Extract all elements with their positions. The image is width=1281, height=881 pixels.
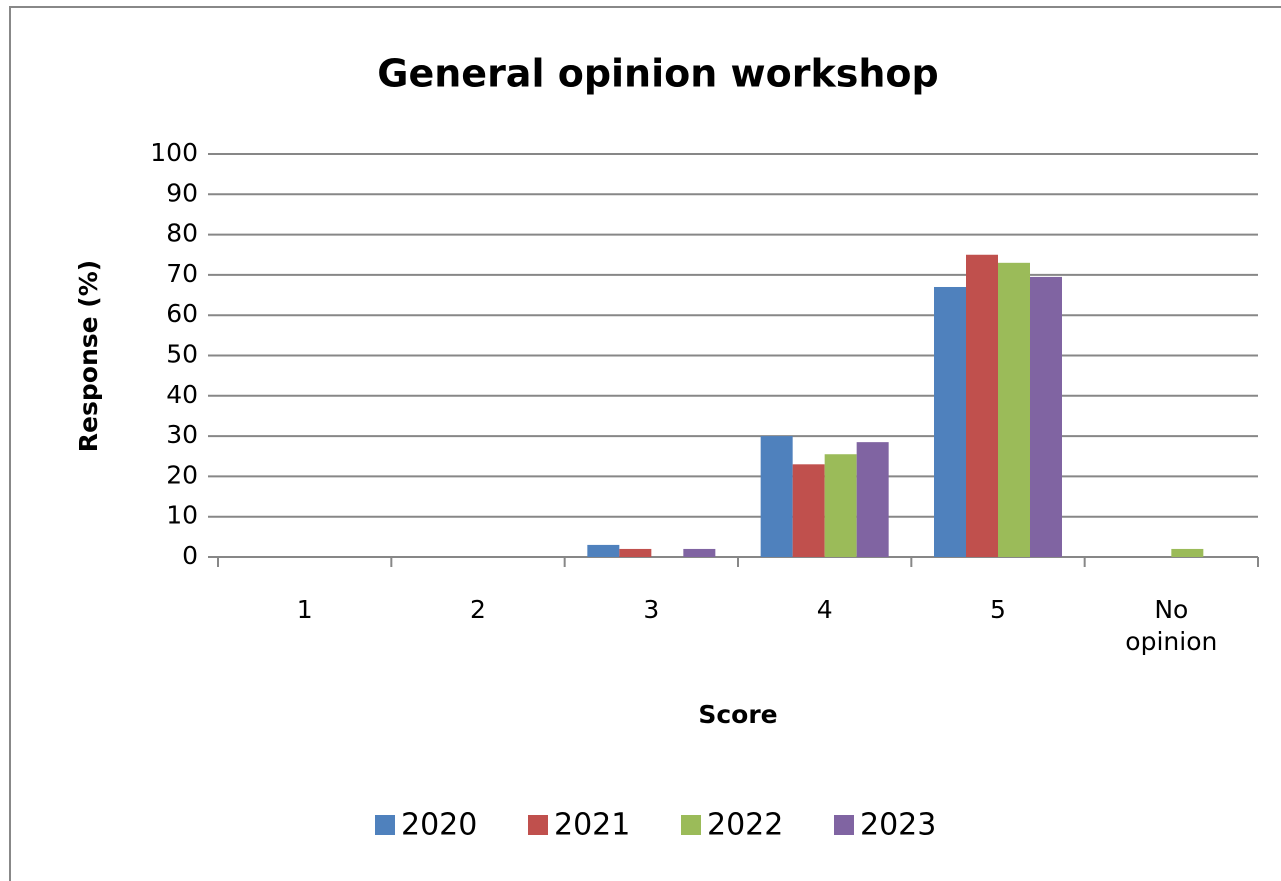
chart-title: General opinion workshop bbox=[377, 52, 938, 96]
bar bbox=[683, 548, 716, 557]
x-tick-label: 3 bbox=[643, 595, 660, 624]
y-tick-label: 40 bbox=[166, 380, 198, 409]
bar bbox=[998, 262, 1030, 557]
x-tick-label: 2 bbox=[470, 595, 486, 624]
bar bbox=[966, 254, 998, 557]
legend-swatch bbox=[375, 815, 395, 835]
y-tick-label: 90 bbox=[166, 178, 198, 207]
bar bbox=[587, 544, 620, 557]
legend-label: 2021 bbox=[554, 808, 630, 843]
bar bbox=[824, 454, 857, 557]
bar bbox=[856, 442, 889, 557]
bar bbox=[934, 286, 966, 557]
y-tick-label: 20 bbox=[166, 460, 198, 489]
y-tick-label: 100 bbox=[150, 138, 198, 167]
y-tick-label: 70 bbox=[166, 259, 198, 288]
y-tick-label: 50 bbox=[166, 340, 198, 369]
chart-frame bbox=[9, 6, 1281, 881]
legend-label: 2022 bbox=[707, 808, 783, 843]
legend-label: 2020 bbox=[401, 808, 477, 843]
y-tick-label: 10 bbox=[166, 501, 198, 530]
bar bbox=[619, 548, 652, 557]
y-tick-label: 60 bbox=[166, 299, 198, 328]
legend-swatch bbox=[834, 815, 854, 835]
legend-label: 2023 bbox=[860, 808, 936, 843]
legend-swatch bbox=[681, 815, 701, 835]
x-tick-label: 4 bbox=[816, 595, 833, 624]
bar bbox=[760, 436, 793, 557]
bar bbox=[792, 464, 825, 557]
y-tick-label: 0 bbox=[182, 541, 198, 570]
legend-swatch bbox=[528, 815, 548, 835]
y-axis-title: Response (%) bbox=[74, 260, 103, 452]
x-tick-label: 1 bbox=[296, 595, 313, 624]
y-tick-label: 30 bbox=[166, 420, 198, 449]
y-tick-label: 80 bbox=[166, 219, 198, 248]
x-tick-label: No opinion bbox=[1125, 595, 1218, 656]
x-axis-title: Score bbox=[698, 700, 777, 729]
bar bbox=[1030, 276, 1062, 557]
bar bbox=[1171, 548, 1204, 557]
x-tick-label: 5 bbox=[990, 595, 1006, 624]
